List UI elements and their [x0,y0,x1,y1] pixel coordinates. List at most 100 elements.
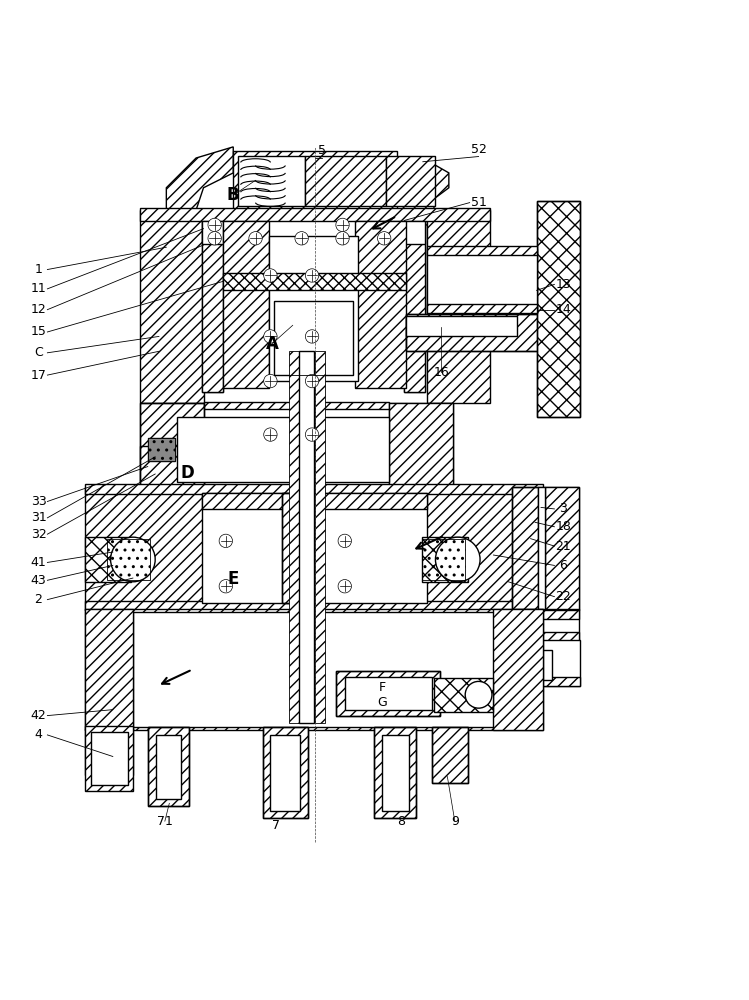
Bar [274,301,353,375]
Bar [202,210,223,392]
Bar [315,351,325,723]
Bar [202,221,223,244]
Bar [542,650,552,680]
Text: 52: 52 [470,143,487,156]
Bar [85,726,133,791]
Text: 33: 33 [31,495,46,508]
Circle shape [336,232,349,245]
Circle shape [338,534,351,548]
Bar [270,735,300,811]
Bar [536,640,580,686]
Bar [426,210,490,403]
Bar [233,151,397,210]
Bar [178,417,389,482]
Circle shape [306,269,319,282]
Bar [404,210,425,392]
Bar [345,677,432,710]
Bar [202,493,426,509]
Text: 6: 6 [560,559,567,572]
Bar [148,727,189,806]
Bar [425,487,542,610]
Text: 14: 14 [556,303,571,316]
Text: 11: 11 [31,282,46,295]
Bar [85,484,542,494]
Bar [289,351,300,723]
Bar [85,601,542,610]
Bar [512,609,579,641]
Bar [512,487,579,610]
Bar [434,678,494,712]
Text: 16: 16 [434,366,449,379]
Text: 1: 1 [34,263,43,276]
Bar [85,609,542,730]
Circle shape [295,232,309,245]
Bar [85,609,133,730]
Circle shape [306,374,319,388]
Bar [91,732,127,785]
Bar [204,403,389,487]
Bar [202,493,426,603]
Text: A: A [265,335,279,353]
Bar [237,156,305,206]
Bar [386,156,434,206]
Bar [426,304,536,313]
Bar [432,727,468,783]
Text: 2: 2 [34,593,43,606]
Text: E: E [228,570,239,588]
Bar [282,493,303,603]
Bar [536,201,580,417]
Circle shape [306,330,319,343]
Bar [512,610,579,619]
Text: 41: 41 [31,556,46,569]
Bar [140,210,204,403]
Bar [85,487,204,610]
Bar [404,221,425,244]
Circle shape [264,428,277,441]
Text: 5: 5 [318,144,327,157]
Polygon shape [389,158,449,225]
Bar [140,403,452,487]
Bar [426,249,536,313]
Bar [374,727,416,818]
Circle shape [249,232,262,245]
Circle shape [264,374,277,388]
Bar [107,539,150,580]
Text: 12: 12 [31,303,46,316]
Text: 8: 8 [397,815,405,828]
Text: 7: 7 [273,819,280,832]
Bar [494,609,542,730]
Text: B: B [227,186,240,204]
Bar [300,351,315,723]
Text: 15: 15 [31,325,46,338]
Circle shape [264,330,277,343]
Text: C: C [34,346,43,359]
Bar [406,314,539,351]
Bar [223,221,269,388]
Bar [156,735,181,799]
Bar [223,273,406,290]
Bar [140,446,204,487]
Bar [382,735,409,811]
Bar [374,727,416,818]
Text: 51: 51 [470,196,487,209]
Circle shape [219,580,232,593]
Text: 17: 17 [31,369,46,382]
Text: 4: 4 [34,728,43,741]
Bar [148,727,189,806]
Text: 18: 18 [556,520,571,533]
Bar [140,208,490,221]
Bar [389,403,452,487]
Bar [512,487,538,610]
Bar [133,612,497,727]
Bar [263,727,308,818]
Circle shape [435,537,480,582]
Bar [202,210,223,392]
Text: 31: 31 [31,511,46,524]
Text: 43: 43 [31,574,46,587]
Circle shape [264,269,277,282]
Circle shape [111,537,155,582]
Text: G: G [377,696,386,709]
Circle shape [377,232,391,245]
Bar [204,402,389,409]
Bar [432,727,468,783]
